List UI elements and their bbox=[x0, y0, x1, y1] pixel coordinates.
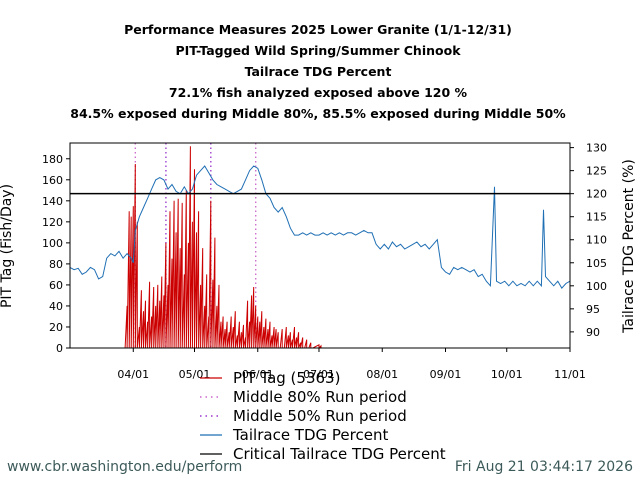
y-left-tick-label: 100 bbox=[42, 237, 63, 250]
y-left-tick-label: 120 bbox=[42, 216, 63, 229]
title-line-3: Tailrace TDG Percent bbox=[245, 64, 392, 79]
axis-ticks: 0 20 40 60 80 100 120 140 160 180 90 95 100 105 110 115… bbox=[42, 142, 607, 381]
y-right-tick-label: 120 bbox=[586, 188, 607, 201]
legend: PIT Tag (5363)Middle 80% Run periodMiddl… bbox=[200, 369, 446, 463]
x-tick-label: 11/01 bbox=[554, 368, 586, 381]
y-left-tick-label: 20 bbox=[49, 321, 63, 334]
y-right-tick-label: 105 bbox=[586, 257, 607, 270]
x-tick-label: 09/01 bbox=[430, 368, 462, 381]
x-tick-label: 08/01 bbox=[366, 368, 398, 381]
legend-label: Tailrace TDG Percent bbox=[232, 426, 388, 444]
plot-frame bbox=[69, 142, 571, 349]
legend-label: Middle 80% Run period bbox=[233, 388, 407, 406]
y-axis-left-label: PIT Tag (Fish/Day) bbox=[0, 184, 15, 308]
y-left-tick-label: 80 bbox=[49, 258, 63, 271]
y-left-tick-label: 140 bbox=[42, 195, 63, 208]
y-left-tick-label: 40 bbox=[49, 300, 63, 313]
y-right-tick-label: 110 bbox=[586, 234, 607, 247]
x-tick-label: 07/01 bbox=[303, 368, 335, 381]
x-tick-label: 06/01 bbox=[242, 368, 274, 381]
y-right-tick-label: 95 bbox=[586, 303, 600, 316]
plot-area bbox=[69, 143, 571, 350]
title-line-1: Performance Measures 2025 Lower Granite … bbox=[124, 22, 512, 37]
x-tick-label: 04/01 bbox=[117, 368, 149, 381]
y-right-tick-label: 100 bbox=[586, 280, 607, 293]
y-left-tick-label: 160 bbox=[42, 174, 63, 187]
title-line-5: 84.5% exposed during Middle 80%, 85.5% e… bbox=[70, 106, 566, 121]
y-left-tick-label: 180 bbox=[42, 153, 63, 166]
legend-label: Critical Tailrace TDG Percent bbox=[233, 445, 446, 463]
y-left-tick-label: 60 bbox=[49, 279, 63, 292]
y-left-tick-label: 0 bbox=[56, 342, 63, 355]
y-right-tick-label: 125 bbox=[586, 165, 607, 178]
x-tick-label: 10/01 bbox=[491, 368, 523, 381]
chart-title: Performance Measures 2025 Lower Granite … bbox=[70, 22, 566, 121]
y-right-tick-label: 115 bbox=[586, 211, 607, 224]
tdg-series bbox=[69, 165, 571, 289]
legend-label: PIT Tag (5363) bbox=[233, 369, 340, 387]
legend-label: Middle 50% Run period bbox=[233, 407, 407, 425]
pit-tag-series bbox=[124, 146, 326, 350]
y-right-tick-label: 130 bbox=[586, 142, 607, 155]
y-right-tick-label: 90 bbox=[586, 326, 600, 339]
x-tick-label: 05/01 bbox=[179, 368, 211, 381]
y-axis-right-label: Tailrace TDG Percent (%) bbox=[621, 159, 637, 334]
title-line-4: 72.1% fish analyzed exposed above 120 % bbox=[169, 85, 468, 100]
footer-url[interactable]: www.cbr.washington.edu/perform bbox=[7, 459, 242, 475]
title-line-2: PIT-Tagged Wild Spring/Summer Chinook bbox=[175, 43, 461, 58]
footer-timestamp: Fri Aug 21 03:44:17 2026 bbox=[455, 459, 633, 475]
